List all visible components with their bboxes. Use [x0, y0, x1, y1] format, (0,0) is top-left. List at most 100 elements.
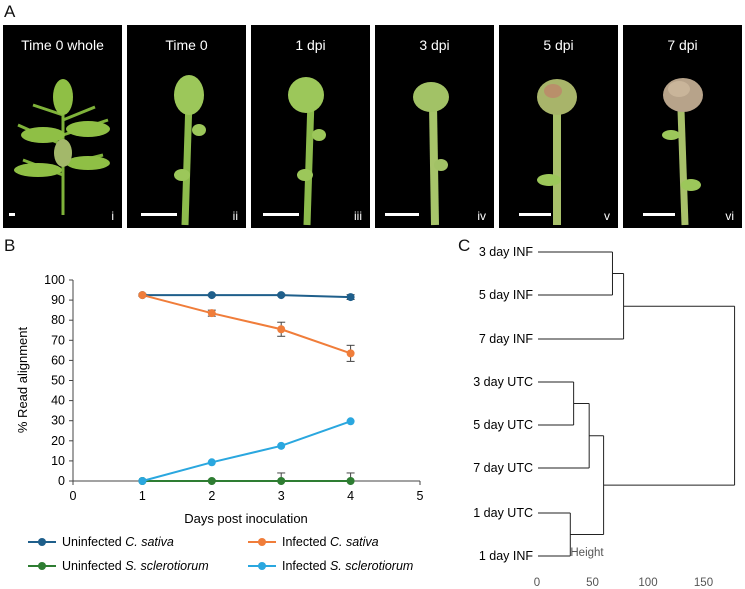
height-tick-label: 0 — [534, 577, 540, 589]
photo-time0: Time 0 ii — [127, 25, 246, 228]
legend-label: Infected — [282, 559, 327, 573]
photo-title: 7 dpi — [667, 37, 698, 53]
leaf-label: 3 day UTC — [473, 375, 533, 389]
legend-species: C. sativa — [330, 535, 379, 549]
y-tick-label: 40 — [51, 394, 65, 408]
data-point — [277, 441, 286, 450]
x-tick-label: 2 — [208, 489, 215, 503]
data-point — [207, 477, 216, 485]
scale-bar — [141, 213, 177, 216]
svg-text:Uninfected S. sclerotiorum: Uninfected S. sclerotiorum — [62, 559, 209, 573]
scale-bar — [385, 213, 419, 216]
y-tick-label: 30 — [51, 414, 65, 428]
y-tick-label: 80 — [51, 313, 65, 327]
data-point — [207, 458, 216, 467]
leaf-label: 1 day INF — [479, 549, 534, 563]
svg-text:Infected S. sclerotiorum: Infected S. sclerotiorum — [282, 559, 413, 573]
x-tick-label: 0 — [70, 489, 77, 503]
photo-numeral: ii — [232, 209, 238, 223]
photo-numeral: vi — [725, 209, 734, 223]
y-tick-label: 60 — [51, 353, 65, 367]
photo-numeral: v — [604, 209, 610, 223]
scale-bar — [519, 213, 551, 216]
y-tick-label: 20 — [51, 434, 65, 448]
stem-image — [413, 82, 449, 226]
data-point — [346, 349, 355, 358]
whole-plant-image — [14, 79, 110, 215]
data-point — [138, 477, 147, 485]
panel-c-label: C — [458, 236, 471, 255]
height-tick-label: 100 — [638, 577, 657, 589]
legend-label: Infected — [282, 535, 327, 549]
legend-label: Uninfected — [62, 559, 122, 573]
panel-b-label: B — [4, 236, 16, 255]
panel-a-label: A — [4, 2, 16, 21]
height-tick-label: 150 — [694, 577, 713, 589]
stem-image — [174, 75, 206, 226]
photo-title: 1 dpi — [295, 37, 326, 53]
stem-image — [288, 77, 326, 226]
height-tick-label: 50 — [586, 577, 599, 589]
photo-numeral: iii — [354, 209, 362, 223]
y-tick-label: 0 — [58, 474, 65, 488]
series-line — [142, 294, 351, 355]
x-tick-label: 1 — [139, 489, 146, 503]
photo-3dpi: 3 dpi iv — [375, 25, 494, 228]
legend: Uninfected C. sativa Infected C. sativa … — [28, 535, 413, 573]
photo-title: Time 0 — [165, 37, 208, 53]
photo-title: 5 dpi — [543, 37, 574, 53]
data-point — [346, 293, 355, 302]
legend-species: C. sativa — [125, 535, 174, 549]
legend-item-infected-s-sclerotiorum: Infected S. sclerotiorum — [248, 559, 413, 573]
series-line — [142, 294, 351, 299]
svg-text:Infected C. sativa: Infected C. sativa — [282, 535, 379, 549]
legend-item-uninfected-s-sclerotiorum: Uninfected S. sclerotiorum — [28, 559, 209, 573]
legend-label: Uninfected — [62, 535, 122, 549]
y-tick-label: 90 — [51, 293, 65, 307]
y-tick-label: 70 — [51, 333, 65, 347]
leaf-label: 3 day INF — [479, 245, 534, 259]
data-point — [277, 477, 286, 485]
series-3 — [138, 417, 355, 485]
stem-image — [662, 78, 703, 226]
data-point — [277, 325, 286, 334]
legend-item-uninfected-c-sativa: Uninfected C. sativa — [28, 535, 174, 549]
data-point — [346, 417, 355, 426]
leaf-label: 5 day INF — [479, 288, 534, 302]
photo-title: 3 dpi — [419, 37, 450, 53]
svg-text:Uninfected C. sativa: Uninfected C. sativa — [62, 535, 174, 549]
photo-numeral: iv — [477, 209, 486, 223]
scale-bar — [263, 213, 299, 216]
photo-time0-whole: Time 0 whole i — [3, 25, 122, 228]
x-tick-label: 5 — [417, 489, 424, 503]
y-axis-title: % Read alignment — [15, 327, 30, 434]
leaf-label: 5 day UTC — [473, 418, 533, 432]
series-1 — [138, 291, 355, 362]
x-tick-label: 3 — [278, 489, 285, 503]
legend-species: S. sclerotiorum — [330, 559, 413, 573]
stem-image — [537, 79, 577, 225]
photo-7dpi: 7 dpi vi — [623, 25, 742, 228]
y-tick-label: 10 — [51, 454, 65, 468]
scale-bar — [643, 213, 675, 216]
leaf-label: 1 day UTC — [473, 506, 533, 520]
leaf-label: 7 day INF — [479, 332, 534, 346]
data-point — [138, 291, 147, 300]
photo-5dpi: 5 dpi v — [499, 25, 618, 228]
series-line — [142, 420, 351, 482]
x-tick-label: 4 — [347, 489, 354, 503]
photo-1dpi: 1 dpi iii — [251, 25, 370, 228]
dendrogram-axis-title: Height — [570, 547, 604, 559]
x-axis-title: Days post inoculation — [184, 511, 308, 526]
photo-numeral: i — [111, 209, 114, 223]
legend-item-infected-c-sativa: Infected C. sativa — [248, 535, 379, 549]
data-point — [207, 291, 216, 300]
y-tick-label: 100 — [44, 273, 65, 287]
scale-bar — [9, 213, 15, 216]
y-tick-label: 50 — [51, 374, 65, 388]
data-point — [346, 477, 355, 485]
legend-species: S. sclerotiorum — [125, 559, 208, 573]
photo-title: Time 0 whole — [21, 37, 104, 53]
